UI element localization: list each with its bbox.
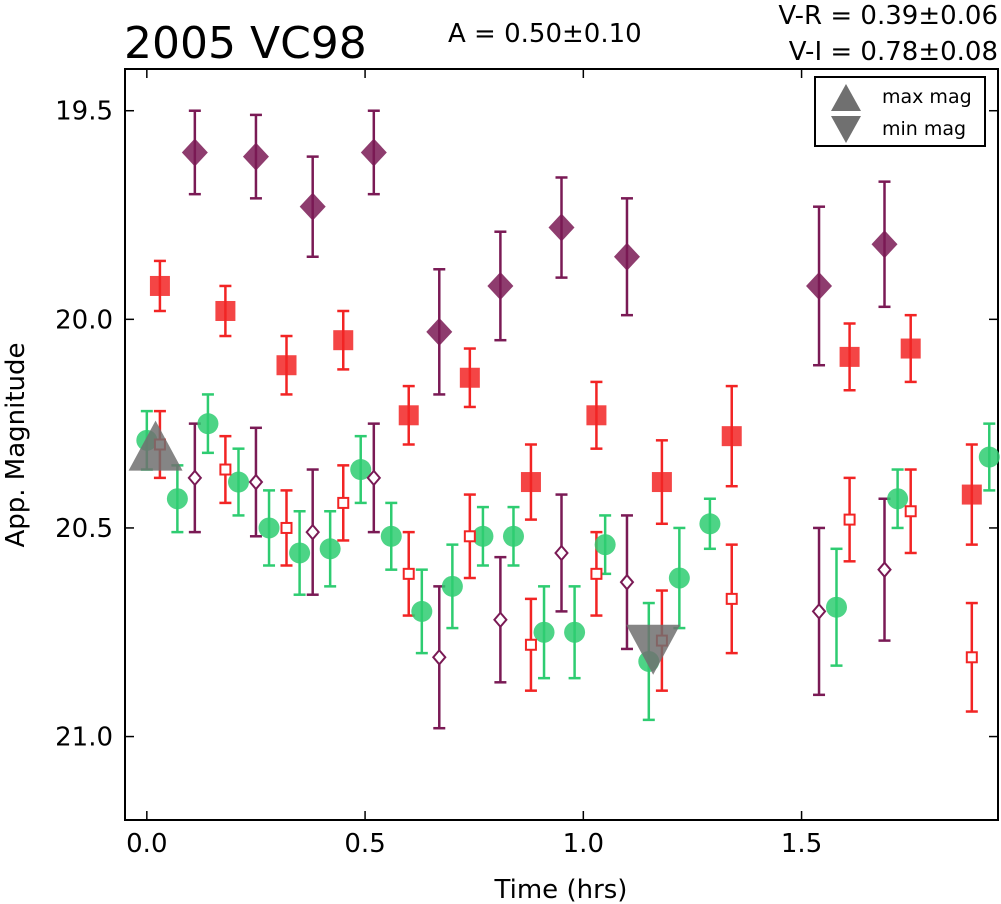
data-point-circle	[699, 513, 721, 535]
data-point-diamond-open	[187, 469, 203, 487]
data-point-diamond	[806, 271, 833, 300]
data-point-square-open	[463, 530, 476, 543]
data-point-circle	[564, 621, 586, 643]
max-mag-legend-icon	[831, 84, 861, 111]
x-tick-label: 0.5	[344, 829, 385, 859]
data-point-diamond	[487, 271, 514, 300]
chart-title: 2005 VC98	[124, 18, 367, 69]
x-axis-label: Time (hrs)	[494, 875, 628, 904]
data-point-square	[839, 346, 860, 367]
data-point-square	[900, 338, 921, 359]
data-point-square-open	[590, 567, 603, 580]
legend: max mag min mag	[814, 76, 986, 147]
data-point-square	[961, 484, 982, 505]
y-tick-label: 21.0	[55, 723, 113, 753]
data-point-circle	[166, 488, 188, 510]
data-point-square	[651, 472, 672, 493]
data-point-diamond-open	[877, 561, 892, 579]
data-point-square	[586, 405, 607, 426]
data-point-diamond	[299, 192, 326, 221]
y-tick-label: 19.5	[55, 97, 113, 127]
data-point-circle	[502, 525, 524, 547]
amplitude-label: A = 0.50±0.10	[448, 19, 642, 49]
data-point-diamond	[613, 242, 640, 271]
plot-frame	[124, 68, 999, 821]
data-point-square	[149, 275, 170, 296]
data-point-diamond-open	[305, 523, 321, 541]
data-point-square-open	[402, 567, 415, 580]
data-point-square-open	[965, 651, 978, 664]
data-point-circle	[594, 534, 616, 556]
data-point-circle	[197, 413, 219, 435]
data-point-diamond	[360, 138, 387, 167]
y-tick-label: 20.5	[55, 514, 113, 544]
data-point-diamond-open	[554, 544, 569, 562]
data-point-square-open	[843, 513, 856, 526]
data-point-circle	[227, 471, 249, 493]
max-mag-marker	[128, 420, 183, 471]
data-point-circle	[533, 621, 555, 643]
x-tick-label: 1.5	[781, 829, 822, 859]
v-r-color-label: V-R = 0.39±0.06	[778, 1, 998, 31]
data-point-square-open	[904, 505, 917, 518]
data-point-square-open	[219, 463, 232, 476]
data-point-diamond	[181, 138, 208, 167]
data-point-square-open	[725, 592, 738, 605]
data-point-circle	[350, 459, 372, 481]
y-axis-label: App. Magnitude	[1, 342, 31, 547]
data-point-square-open	[280, 521, 293, 534]
data-point-circle	[668, 567, 690, 589]
data-point-diamond-open	[811, 602, 827, 620]
data-point-diamond-open	[431, 648, 447, 666]
x-tick-label: 1.0	[563, 829, 604, 859]
legend-min-label: min mag	[882, 118, 966, 140]
data-point-circle	[258, 517, 280, 539]
data-point-circle	[887, 488, 909, 510]
v-i-color-label: V-I = 0.78±0.08	[789, 37, 998, 67]
extrema-markers	[128, 420, 681, 675]
data-point-diamond	[426, 317, 453, 346]
data-point-circle	[978, 446, 1000, 468]
x-tick-label: 0.0	[126, 829, 167, 859]
data-points	[136, 138, 1000, 672]
data-point-circle	[441, 575, 463, 597]
data-point-diamond-open	[248, 473, 264, 491]
min-mag-marker	[626, 624, 681, 675]
data-point-square	[721, 426, 742, 447]
data-point-square	[215, 300, 236, 321]
data-point-square-open	[524, 638, 537, 651]
data-point-diamond	[242, 142, 269, 171]
data-point-square	[398, 405, 419, 426]
data-point-square	[276, 355, 297, 376]
data-point-circle	[472, 525, 494, 547]
data-point-circle	[825, 596, 847, 618]
data-point-diamond	[871, 230, 898, 259]
data-point-circle	[319, 538, 341, 560]
data-point-diamond-open	[619, 573, 635, 591]
data-point-square-open	[337, 496, 350, 509]
data-point-diamond	[548, 213, 575, 242]
y-tick-label: 20.0	[55, 305, 113, 335]
min-mag-legend-icon	[831, 116, 861, 143]
data-point-circle	[289, 542, 311, 564]
data-point-square	[459, 367, 480, 388]
data-point-circle	[411, 600, 433, 622]
data-point-square	[333, 330, 354, 351]
axis-ticks: 0.0 0.5 1.0 1.5 19.5 20.0 20.5 21.0	[55, 69, 998, 859]
legend-max-label: max mag	[882, 86, 972, 108]
data-point-square	[520, 472, 541, 493]
data-point-diamond-open	[493, 611, 508, 629]
data-point-circle	[380, 525, 402, 547]
data-point-diamond-open	[366, 469, 382, 487]
